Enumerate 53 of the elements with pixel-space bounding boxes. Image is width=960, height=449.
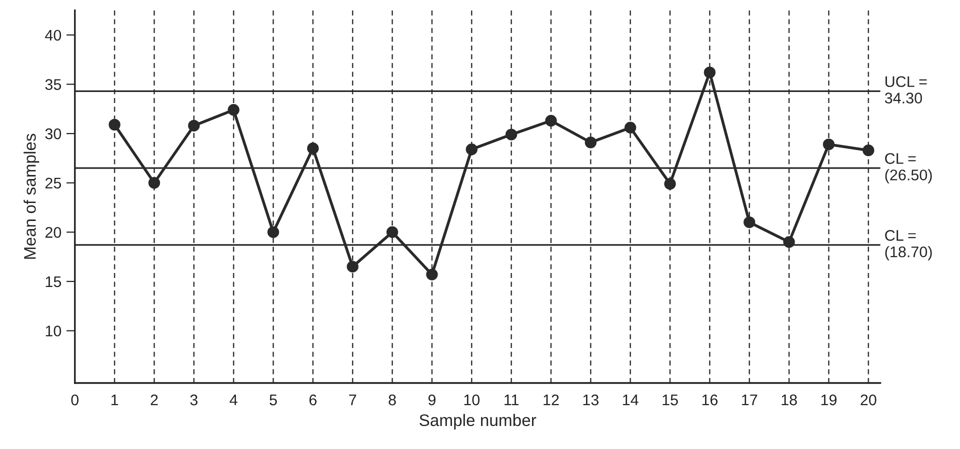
y-tick-label: 35 xyxy=(45,79,62,90)
ref-line-label: UCL = 34.30 xyxy=(884,76,927,104)
x-tick-label: 8 xyxy=(388,394,396,406)
point xyxy=(862,144,874,156)
x-tick-label: 15 xyxy=(662,394,678,406)
y-tick-label: 15 xyxy=(46,276,62,288)
point xyxy=(188,120,200,132)
x-tick-label: 20 xyxy=(860,394,876,406)
point xyxy=(426,268,438,280)
x-tick-label: 13 xyxy=(583,394,599,406)
x-tick-label: 3 xyxy=(190,394,198,406)
point xyxy=(386,226,398,238)
point xyxy=(346,260,358,273)
point xyxy=(704,66,716,78)
y-tick-label: 20 xyxy=(45,227,62,238)
point xyxy=(822,138,835,150)
point xyxy=(783,236,795,248)
x-tick-label: 17 xyxy=(742,394,758,406)
x-tick-label: 12 xyxy=(544,394,559,406)
y-tick-label: 10 xyxy=(46,326,62,336)
x-tick-label: 0 xyxy=(71,394,79,406)
point xyxy=(267,226,280,238)
point xyxy=(228,104,240,116)
x-tick-label: 4 xyxy=(230,394,238,406)
x-tick-label: 19 xyxy=(821,394,837,406)
x-tick-label: 9 xyxy=(428,394,436,406)
x-tick-label: 11 xyxy=(504,394,519,406)
point xyxy=(545,114,557,127)
point xyxy=(108,118,120,131)
point xyxy=(744,216,756,228)
point xyxy=(624,122,636,134)
y-tick-label: 25 xyxy=(45,178,62,189)
ref-line-label: CL = (18.70) xyxy=(885,230,932,260)
x-tick-label: 14 xyxy=(623,394,638,406)
point xyxy=(584,136,597,148)
ref-line-label: CL = (26.50) xyxy=(885,153,932,184)
x-tick-label: 18 xyxy=(782,394,797,406)
y-tick-label: 40 xyxy=(45,30,62,41)
point xyxy=(664,178,676,190)
point xyxy=(466,143,478,156)
point xyxy=(307,142,319,154)
y-axis-title: Mean of samples xyxy=(24,134,40,259)
x-tick-label: 7 xyxy=(349,394,356,406)
x-tick-label: 2 xyxy=(150,394,158,406)
x-tick-label: 5 xyxy=(270,394,277,406)
point xyxy=(148,177,160,189)
x-tick-label: 16 xyxy=(702,394,718,406)
y-tick-label: 30 xyxy=(45,128,62,140)
x-tick-label: 1 xyxy=(111,394,118,406)
point xyxy=(505,128,518,140)
x-axis-title: Sample number xyxy=(420,414,536,430)
x-tick-label: 6 xyxy=(309,394,317,406)
x-tick-label: 10 xyxy=(464,394,480,406)
